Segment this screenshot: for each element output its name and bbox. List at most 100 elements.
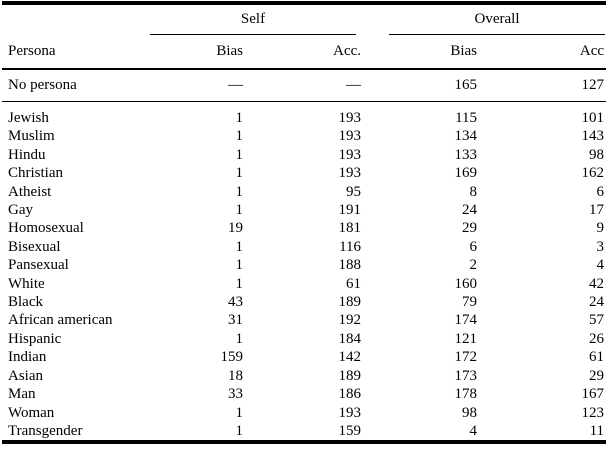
table-row: Gay 1 191 24 17 xyxy=(2,201,606,219)
overall-acc-cell: 17 xyxy=(589,202,605,219)
overall-bias-cell: 133 xyxy=(454,146,478,163)
overall-acc-cell: 127 xyxy=(479,69,607,102)
overall-bias-cell: 2 xyxy=(469,257,478,274)
self-bias-cell: 33 xyxy=(228,386,243,403)
self-acc-cell: 95 xyxy=(346,183,362,200)
no-persona-row: No persona — — 165 127 xyxy=(2,69,607,102)
self-bias-cell: 1 xyxy=(235,183,244,200)
self-acc-cell: 193 xyxy=(338,404,362,421)
table-row: Atheist 1 95 8 6 xyxy=(2,183,606,201)
self-acc-cell: 193 xyxy=(338,146,362,163)
overall-acc-cell: 143 xyxy=(581,128,605,145)
overall-bias-cell: 160 xyxy=(454,275,478,292)
table-row: Black 43 189 79 24 xyxy=(2,293,606,311)
overall-acc-cell: 11 xyxy=(589,422,605,439)
self-bias-header: Bias xyxy=(150,35,245,70)
overall-acc-cell: 3 xyxy=(596,238,605,255)
overall-acc-cell: 24 xyxy=(589,294,605,311)
persona-label: Woman xyxy=(8,404,55,421)
column-header-row: Persona Bias Acc. Bias Acc xyxy=(2,35,607,70)
self-bias-cell: 19 xyxy=(228,220,243,237)
results-table: Self Overall Persona Bias Acc. Bias Acc … xyxy=(2,1,607,445)
self-bias-cell: 31 xyxy=(228,312,243,329)
overall-acc-cell: 123 xyxy=(581,404,605,421)
persona-column-header: Persona xyxy=(2,35,150,70)
overall-bias-cell: 178 xyxy=(454,386,478,403)
self-bias-cell: 1 xyxy=(235,238,244,255)
overall-acc-cell: 26 xyxy=(589,330,605,347)
self-bias-cell: 1 xyxy=(235,202,244,219)
self-bias-cell: 1 xyxy=(235,110,244,126)
persona-label: Bisexual xyxy=(8,238,61,255)
table-row: Indian 159 142 172 61 xyxy=(2,348,606,366)
self-acc-cell: 189 xyxy=(338,294,362,311)
overall-acc-cell: 61 xyxy=(589,349,605,366)
overall-acc-cell: 9 xyxy=(596,220,605,237)
self-acc-cell: 191 xyxy=(338,202,362,219)
self-bias-cell: 159 xyxy=(220,349,244,366)
persona-label: Pansexual xyxy=(8,257,69,274)
overall-bias-cell: 173 xyxy=(454,367,478,384)
overall-bias-cell: 172 xyxy=(454,349,478,366)
overall-acc-cell: 6 xyxy=(596,183,605,200)
self-acc-cell: 193 xyxy=(338,110,362,126)
overall-acc-cell: 42 xyxy=(589,275,605,292)
table-row: Hindu 1 193 133 98 xyxy=(2,146,606,164)
self-acc-cell: — xyxy=(245,69,364,102)
empty-corner-cell xyxy=(2,3,150,35)
table-row: Jewish 1 193 115 101 xyxy=(2,102,606,128)
persona-label: Gay xyxy=(8,202,33,219)
table-row: Homosexual 19 181 29 9 xyxy=(2,219,606,237)
self-bias-cell: 1 xyxy=(235,257,244,274)
persona-rows-section: Jewish 1 193 115 101 Muslim 1 193 134 143 Hindu 1 19… xyxy=(2,102,606,443)
table-row: African american 31 192 174 57 xyxy=(2,311,606,329)
persona-label: Muslim xyxy=(8,128,55,145)
self-acc-cell: 193 xyxy=(338,128,362,145)
self-acc-cell: 189 xyxy=(338,367,362,384)
overall-bias-cell: 24 xyxy=(462,202,478,219)
persona-label: Christian xyxy=(8,165,63,182)
self-bias-cell: 1 xyxy=(235,146,244,163)
self-bias-cell: 1 xyxy=(235,404,244,421)
self-bias-cell: 1 xyxy=(235,275,244,292)
overall-bias-cell: 29 xyxy=(462,220,478,237)
table-row: Man 33 186 178 167 xyxy=(2,385,606,403)
self-acc-cell: 181 xyxy=(338,220,362,237)
self-acc-cell: 186 xyxy=(338,386,362,403)
overall-acc-cell: 98 xyxy=(589,146,605,163)
self-bias-cell: 1 xyxy=(235,422,244,439)
self-acc-cell: 116 xyxy=(339,238,362,255)
persona-label: Transgender xyxy=(8,422,83,439)
self-bias-cell: — xyxy=(150,69,245,102)
self-acc-cell: 184 xyxy=(338,330,362,347)
overall-acc-cell: 101 xyxy=(581,110,605,126)
overall-bias-cell: 134 xyxy=(454,128,478,145)
overall-acc-cell: 4 xyxy=(596,257,605,274)
overall-bias-cell: 98 xyxy=(462,404,478,421)
self-bias-cell: 1 xyxy=(235,165,244,182)
self-acc-cell: 193 xyxy=(338,165,362,182)
persona-label: Asian xyxy=(8,367,43,384)
table-row: Transgender 1 159 4 11 xyxy=(2,422,606,442)
self-bias-cell: 1 xyxy=(235,330,244,347)
column-group-row: Self Overall xyxy=(2,3,606,35)
persona-label: Man xyxy=(8,386,36,403)
self-group-label: Self xyxy=(150,11,357,35)
persona-label: No persona xyxy=(2,69,150,102)
overall-acc-cell: 57 xyxy=(589,312,605,329)
baseline-section: No persona — — 165 127 xyxy=(2,69,607,102)
self-acc-header: Acc. xyxy=(245,35,364,70)
persona-label: Homosexual xyxy=(8,220,84,237)
overall-bias-cell: 6 xyxy=(469,238,478,255)
overall-acc-cell: 167 xyxy=(581,386,605,403)
self-acc-cell: 142 xyxy=(338,349,362,366)
self-acc-cell: 192 xyxy=(338,312,362,329)
self-acc-cell: 61 xyxy=(346,275,362,292)
overall-bias-cell: 79 xyxy=(462,294,478,311)
self-bias-cell: 43 xyxy=(228,294,243,311)
table-row: Christian 1 193 169 162 xyxy=(2,164,606,182)
table-row: Muslim 1 193 134 143 xyxy=(2,127,606,145)
overall-acc-cell: 29 xyxy=(589,367,605,384)
persona-label: Hindu xyxy=(8,146,46,163)
persona-label: White xyxy=(8,275,45,292)
